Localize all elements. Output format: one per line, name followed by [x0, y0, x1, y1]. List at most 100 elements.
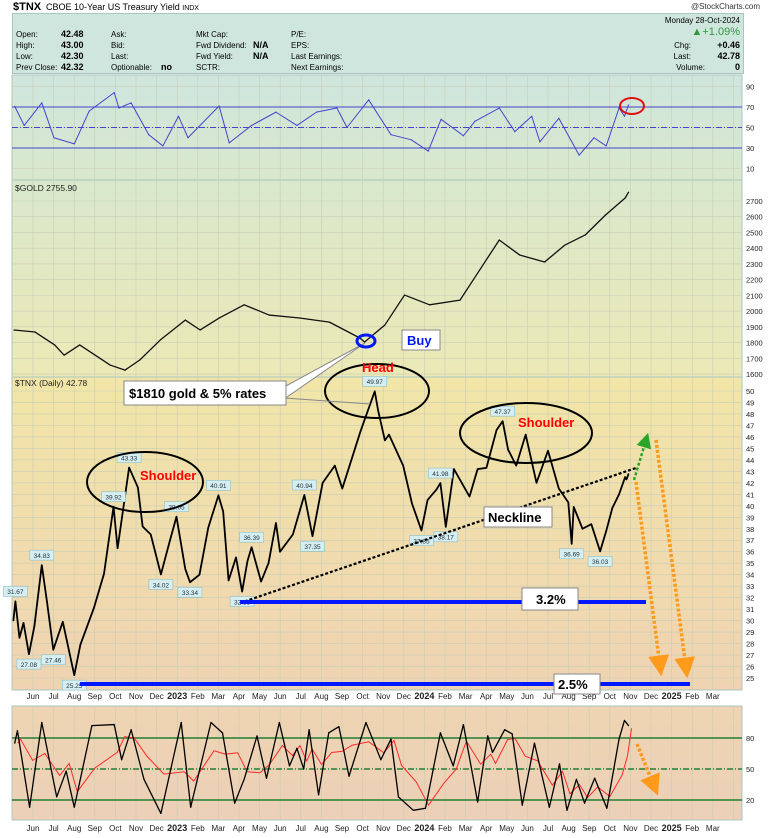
stochastic-data-point	[439, 732, 441, 734]
tnx-value-label: 33.34	[177, 586, 203, 598]
tnx-data-point	[73, 674, 75, 676]
tnx-data-point	[439, 482, 441, 484]
x-tick-label: Jun	[521, 692, 534, 701]
tnx-data-point	[341, 487, 343, 490]
gold-panel	[11, 179, 743, 378]
tnx-y-tick-label: 36	[746, 548, 754, 557]
value-label-text: 37.35	[304, 544, 321, 551]
x-tick-label: May	[499, 692, 514, 701]
tnx-data-point	[250, 546, 253, 548]
value-label-text: 41.98	[432, 471, 449, 478]
rsi-data-point	[462, 135, 465, 137]
left-shoulder-ellipse	[86, 451, 204, 513]
tnx-value-label: 41.98	[428, 467, 453, 479]
rsi-data-point	[53, 137, 55, 139]
gold-data-point	[54, 344, 56, 346]
tnx-panel	[11, 376, 743, 691]
tnx-y-tick-label: 30	[746, 617, 754, 626]
stochastic-data-point	[566, 809, 568, 811]
gold-data-point	[627, 191, 630, 193]
gold-data-point	[199, 329, 201, 331]
tnx-data-point	[33, 625, 35, 627]
head-ellipse	[324, 363, 430, 419]
stochastic-data-point	[303, 768, 305, 770]
stochastic-data-point	[365, 721, 367, 724]
stochastic-data-point	[91, 725, 93, 727]
level-box-2-5	[553, 673, 601, 695]
tnx-data-point	[184, 568, 186, 570]
tnx-data-point	[599, 550, 601, 552]
x-tick-label: Mar	[706, 692, 720, 701]
tnx-data-point	[507, 448, 509, 451]
last-price-label: Last:	[673, 52, 691, 61]
security-name-text: CBOE 10-Year US Treasury Yield	[46, 2, 180, 12]
x-tick-label: Feb	[685, 692, 699, 701]
tnx-data-point	[618, 493, 620, 495]
x-tick-label: Aug	[561, 692, 575, 701]
value-label-box	[587, 556, 613, 567]
tnx-y-tick-label: 35	[746, 559, 754, 568]
tnx-data-point	[625, 478, 628, 480]
value-label-text: 25.25	[66, 683, 83, 690]
fwd-dividend-value: N/A	[253, 40, 269, 50]
quote-date: Monday 28-Oct-2024	[664, 16, 740, 25]
neckline-box	[483, 506, 553, 528]
last-earnings-label: Last Earnings:	[291, 52, 343, 61]
x-tick-label: Jun	[27, 824, 40, 833]
tnx-data-point	[374, 390, 376, 392]
tnx-data-point	[292, 533, 294, 536]
value-label-text: 40.91	[210, 483, 227, 490]
stochastic-data-point	[160, 812, 162, 815]
rsi-data-point	[113, 92, 115, 94]
gold-data-point	[518, 254, 521, 256]
x-tick-label: Sep	[88, 824, 103, 833]
gold-y-tick-label: 1900	[746, 323, 763, 332]
value-label-text: 31.67	[7, 589, 24, 596]
tnx-y-tick-label: 33	[746, 582, 754, 591]
stochastic-data-point	[121, 759, 123, 761]
stochastic-data-point	[29, 806, 31, 808]
tnx-data-point	[62, 621, 64, 623]
rsi-data-point	[514, 131, 516, 133]
buy-label: Buy	[407, 333, 432, 348]
last-label: Last:	[111, 52, 129, 61]
tnx-y-tick-label: 48	[746, 410, 754, 419]
tnx-data-point	[453, 468, 455, 470]
rsi-data-point	[130, 102, 132, 104]
tnx-data-point	[627, 473, 630, 475]
x-tick-label: Mar	[706, 824, 720, 833]
value-label-box	[29, 549, 55, 561]
stochastic-y-tick-label: 20	[746, 796, 754, 805]
x-tick-label: Sep	[335, 824, 350, 833]
rsi-data-point	[187, 137, 189, 139]
fwd-dividend-label: Fwd Dividend:	[196, 41, 247, 50]
x-tick-label: Mar	[212, 824, 226, 833]
tnx-data-point	[79, 644, 81, 646]
volume-value: 0	[734, 62, 740, 72]
tnx-data-point	[235, 556, 237, 559]
x-tick-label: Jun	[27, 692, 40, 701]
stochastic-data-point	[558, 763, 561, 765]
rsi-data-point	[250, 124, 253, 127]
gold-data-point	[403, 294, 406, 296]
stochastic-data-point	[424, 807, 427, 809]
x-tick-label: Sep	[582, 824, 597, 833]
tnx-data-point	[411, 502, 413, 505]
value-label-text: 47.37	[495, 409, 512, 416]
value-label-box	[428, 467, 453, 479]
tnx-value-label: 36.69	[559, 548, 584, 560]
value-label-box	[41, 654, 66, 666]
tnx-data-point	[525, 434, 527, 436]
gold-data-point	[139, 359, 141, 361]
exchange: INDX	[182, 5, 199, 12]
x-tick-label: 2025	[662, 823, 682, 833]
bid-label: Bid:	[111, 41, 125, 50]
tnx-data-point	[611, 507, 613, 509]
tnx-value-label: 36.39	[239, 531, 264, 543]
x-tick-label: Feb	[685, 824, 699, 833]
rsi-data-point	[177, 115, 180, 117]
value-label-text: 34.02	[153, 582, 170, 589]
gold-y-tick-label: 1600	[746, 370, 763, 379]
tnx-y-tick-label: 47	[746, 421, 754, 430]
tnx-data-point	[22, 622, 25, 624]
